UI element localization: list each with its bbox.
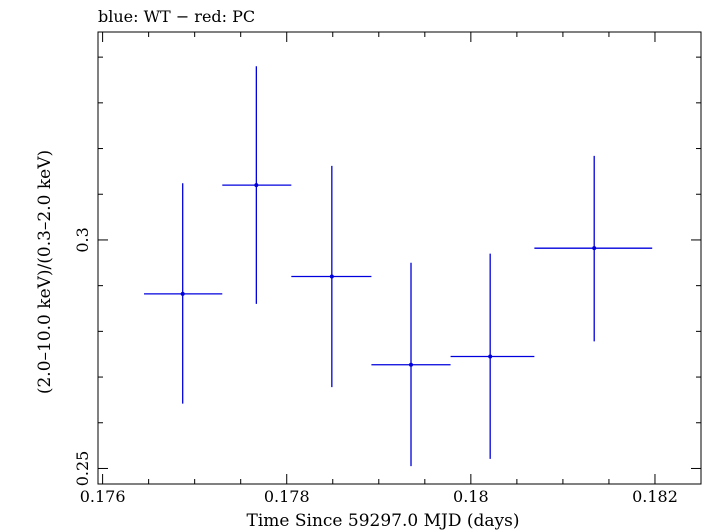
- data-marks: [144, 66, 653, 467]
- point-marker: [409, 362, 414, 367]
- chart-title: blue: WT − red: PC: [98, 7, 255, 26]
- data-point-wt: [144, 183, 223, 404]
- x-tick-label: 0.176: [80, 487, 126, 506]
- point-marker: [180, 291, 185, 296]
- point-marker: [592, 246, 597, 251]
- data-point-wt: [450, 253, 535, 459]
- axis-ticks: [98, 32, 702, 484]
- data-point-wt: [534, 155, 653, 342]
- y-tick-label: 0.3: [73, 227, 92, 252]
- point-marker: [254, 183, 259, 188]
- x-axis-label: Time Since 59297.0 MJD (days): [247, 511, 520, 531]
- data-point-wt: [291, 165, 372, 388]
- data-point-wt: [222, 66, 292, 304]
- y-tick-label: 0.25: [73, 451, 92, 487]
- y-axis-label: (2.0–10.0 keV)/(0.3–2.0 keV): [35, 150, 55, 394]
- x-tick-labels: 0.176 0.178 0.18 0.182: [80, 487, 678, 506]
- x-tick-label: 0.178: [264, 487, 310, 506]
- data-point-wt: [371, 262, 451, 467]
- x-tick-label: 0.182: [632, 487, 678, 506]
- point-marker: [488, 354, 493, 359]
- y-tick-labels: 0.25 0.3: [73, 227, 92, 486]
- point-marker: [329, 274, 334, 279]
- plot-frame: [97, 31, 702, 485]
- x-tick-label: 0.18: [453, 487, 489, 506]
